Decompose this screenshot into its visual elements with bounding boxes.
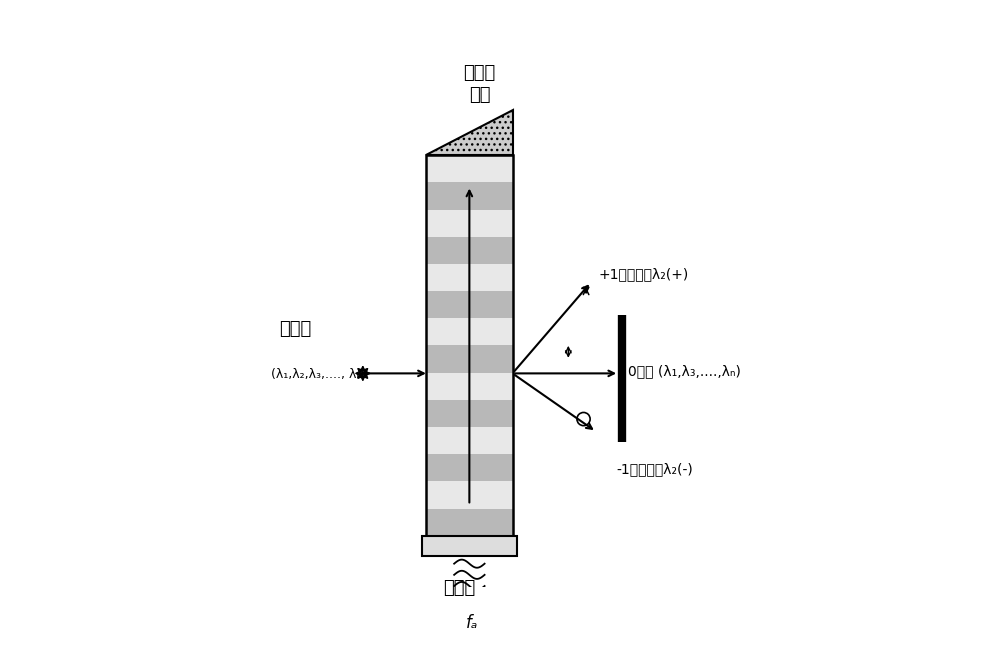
Bar	[426, 237, 513, 264]
Text: 换能器: 换能器	[443, 579, 475, 597]
Bar	[426, 509, 513, 536]
Text: 声波吸
收器: 声波吸 收器	[463, 64, 496, 105]
Text: (λ₁,λ₂,λ₃,...., λₙ): (λ₁,λ₂,λ₃,...., λₙ)	[271, 368, 367, 382]
Bar	[426, 345, 513, 373]
Bar	[426, 264, 513, 291]
Bar	[426, 454, 513, 481]
Bar	[426, 318, 513, 345]
Bar	[426, 155, 513, 183]
Text: +1级衍射光λ₂(+): +1级衍射光λ₂(+)	[599, 268, 689, 281]
Bar	[426, 291, 513, 318]
Bar	[426, 183, 513, 210]
Text: -1级衍射光λ₂(-): -1级衍射光λ₂(-)	[617, 462, 693, 476]
Bar	[426, 210, 513, 237]
Text: 复色光: 复色光	[279, 320, 311, 338]
Bar	[426, 373, 513, 400]
Bar	[426, 481, 513, 509]
Bar	[426, 155, 513, 536]
Text: 0级光 (λ₁,λ₃,....,λₙ): 0级光 (λ₁,λ₃,....,λₙ)	[628, 364, 741, 378]
Bar	[422, 536, 517, 556]
Polygon shape	[426, 109, 512, 156]
Bar	[426, 400, 513, 427]
Text: fₐ: fₐ	[466, 614, 478, 633]
Bar	[426, 427, 513, 454]
